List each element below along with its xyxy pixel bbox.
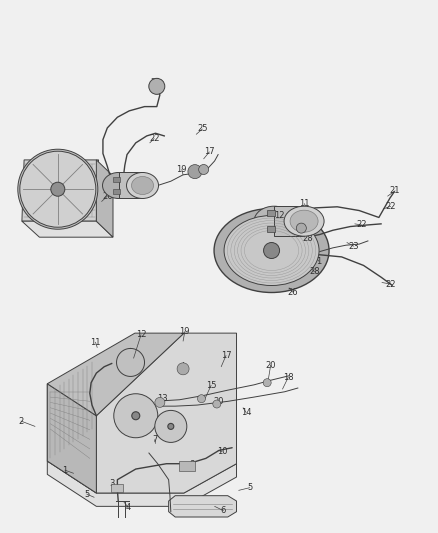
Text: 4: 4 [126,503,131,512]
Bar [119,173,142,198]
Circle shape [177,363,189,375]
Polygon shape [47,461,237,506]
Text: 12: 12 [274,212,285,220]
Bar [113,189,120,194]
Polygon shape [47,333,184,416]
Text: 19: 19 [177,165,187,174]
Polygon shape [47,384,96,493]
Circle shape [155,410,187,442]
Polygon shape [169,496,237,517]
Text: 25: 25 [299,221,310,229]
Circle shape [51,182,65,196]
Bar [267,210,275,216]
Text: 6: 6 [221,506,226,515]
Bar [111,483,124,492]
Text: 28: 28 [309,268,320,276]
Text: 8: 8 [189,461,194,469]
Ellipse shape [254,206,294,236]
Text: 11: 11 [90,338,101,346]
Text: 11: 11 [299,199,310,208]
Text: 22: 22 [385,280,396,288]
Text: 2: 2 [18,417,24,425]
Text: 15: 15 [206,381,216,390]
Circle shape [198,394,205,403]
Text: 5: 5 [84,490,89,498]
Ellipse shape [214,208,329,293]
Text: 1: 1 [316,257,321,265]
Text: 13: 13 [157,394,167,403]
Bar [274,206,304,236]
Text: 1: 1 [75,160,81,168]
Circle shape [132,411,140,420]
Text: 25: 25 [197,125,208,133]
Text: 22: 22 [149,134,159,143]
Text: 21: 21 [390,187,400,195]
Ellipse shape [284,206,324,236]
Text: 28: 28 [302,235,313,243]
Ellipse shape [290,210,318,232]
Text: 22: 22 [385,202,396,211]
Text: 12: 12 [136,330,146,339]
Circle shape [18,149,98,229]
Text: 28: 28 [109,177,119,185]
Text: 7: 7 [152,435,157,444]
Circle shape [155,398,165,407]
Polygon shape [96,160,113,237]
Circle shape [263,378,271,387]
Text: 20: 20 [265,361,276,369]
Bar [267,226,275,232]
Text: 10: 10 [217,447,227,456]
Text: 5: 5 [247,483,252,492]
Bar [180,462,195,471]
Text: 22: 22 [356,221,367,229]
Circle shape [297,223,306,233]
Text: 23: 23 [349,242,359,251]
Ellipse shape [127,173,159,198]
Text: 3: 3 [109,480,114,488]
Polygon shape [96,333,237,493]
Polygon shape [22,221,113,237]
Ellipse shape [224,215,319,286]
Circle shape [20,151,96,227]
Text: 18: 18 [283,373,293,382]
Circle shape [149,78,165,94]
Text: 26: 26 [287,288,298,296]
Text: 19: 19 [180,327,190,336]
Text: 14: 14 [241,408,251,417]
Bar [113,177,120,182]
Circle shape [213,400,221,408]
Circle shape [264,243,279,259]
Polygon shape [22,160,99,221]
Text: 17: 17 [221,351,231,360]
Circle shape [199,165,208,174]
Circle shape [168,423,174,430]
Ellipse shape [131,176,154,195]
Text: 26: 26 [102,192,113,200]
Circle shape [188,165,202,179]
Text: 1: 1 [62,466,67,474]
Text: 21: 21 [150,78,161,87]
Ellipse shape [102,173,134,198]
Polygon shape [47,384,96,493]
Text: 20: 20 [214,397,224,406]
Circle shape [114,394,158,438]
Text: 17: 17 [204,148,215,156]
